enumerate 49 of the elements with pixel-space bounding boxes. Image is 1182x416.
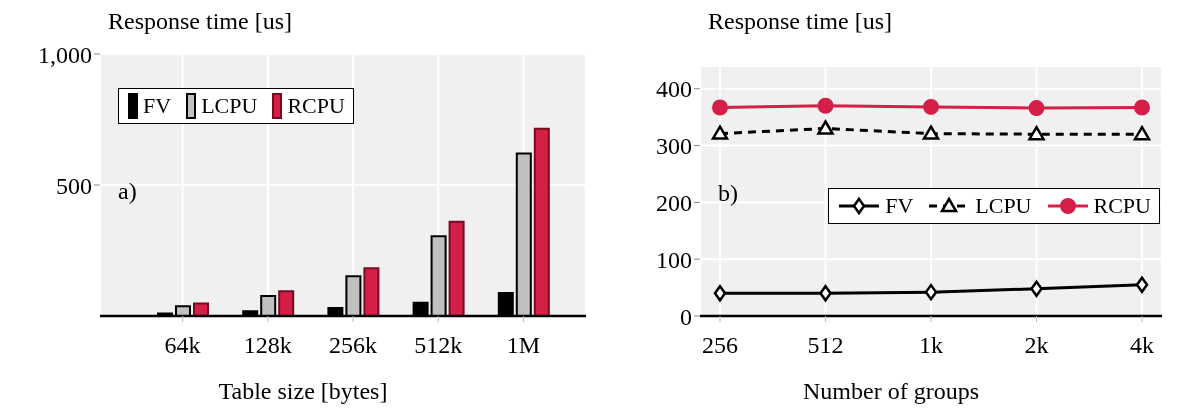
x-tick-label: 1M: [506, 332, 541, 359]
x-tick-label: 512k: [414, 332, 463, 359]
point: [1135, 276, 1149, 293]
point: [712, 99, 728, 116]
y-tick-label: 200: [656, 189, 692, 216]
x-tick-label: 1k: [919, 332, 943, 359]
bar: [448, 220, 465, 316]
legend-label: RCPU: [1093, 193, 1151, 219]
x-tick-label: 256: [702, 332, 738, 359]
y-tick-label: 500: [56, 172, 92, 199]
y-tick-label: 300: [656, 133, 692, 160]
x-axis-title: Number of groups: [802, 378, 980, 405]
bar: [363, 267, 380, 316]
point: [817, 120, 834, 135]
point: [1028, 100, 1045, 117]
y-tick-label: 400: [656, 76, 692, 103]
point: [817, 97, 834, 114]
legend-label: FV: [885, 193, 914, 219]
x-tick-label: 2k: [1024, 332, 1049, 359]
point: [713, 285, 727, 302]
y-tick-label: 1,000: [38, 41, 92, 68]
legend-label: LCPU: [975, 193, 1032, 219]
point: [711, 125, 729, 140]
x-axis-title: Table size [bytes]: [217, 378, 389, 405]
point: [1134, 99, 1150, 116]
bar: [193, 302, 209, 316]
point: [819, 285, 832, 302]
bar: [533, 127, 550, 316]
point: [1030, 280, 1043, 297]
point: [924, 283, 938, 301]
x-tick-label: 256k: [329, 332, 377, 359]
legend-label: LCPU: [201, 93, 258, 119]
point: [922, 125, 940, 140]
point: [923, 98, 939, 115]
y-axis-title: Response time [us]: [108, 8, 292, 35]
annotation: a): [118, 178, 137, 205]
point: [1028, 125, 1045, 141]
x-tick-label: 128k: [243, 332, 292, 359]
annotation: b): [718, 180, 738, 207]
x-tick-label: 64k: [164, 332, 201, 359]
x-tick-label: 4k: [1130, 332, 1154, 359]
x-tick-label: 512: [807, 332, 844, 359]
legend-label: RCPU: [287, 93, 345, 119]
y-tick-label: 100: [656, 246, 692, 273]
y-tick-label: 0: [680, 303, 692, 330]
point: [1133, 125, 1151, 141]
bar: [278, 290, 295, 316]
legend-label: FV: [143, 93, 172, 119]
y-axis-title: Response time [us]: [708, 8, 892, 35]
